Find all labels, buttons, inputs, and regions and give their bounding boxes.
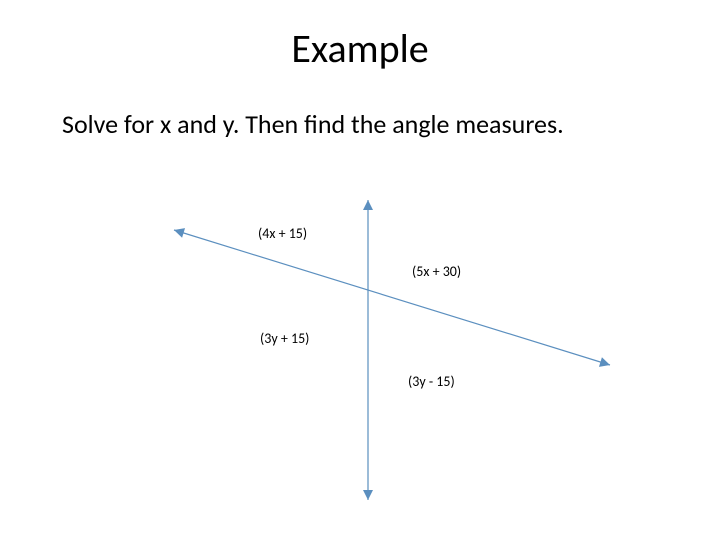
diagram-svg: [120, 200, 620, 510]
angle-diagram: (4x + 15) (5x + 30) (3y + 15) (3y - 15): [120, 200, 620, 510]
label-top-left: (4x + 15): [258, 225, 307, 242]
instruction-text: Solve for x and y. Then find the angle m…: [62, 108, 658, 141]
label-bottom-left: (3y + 15): [260, 330, 309, 347]
label-top-right: (5x + 30): [412, 263, 461, 280]
label-bottom-right: (3y - 15): [408, 373, 455, 390]
page-title: Example: [0, 24, 720, 73]
